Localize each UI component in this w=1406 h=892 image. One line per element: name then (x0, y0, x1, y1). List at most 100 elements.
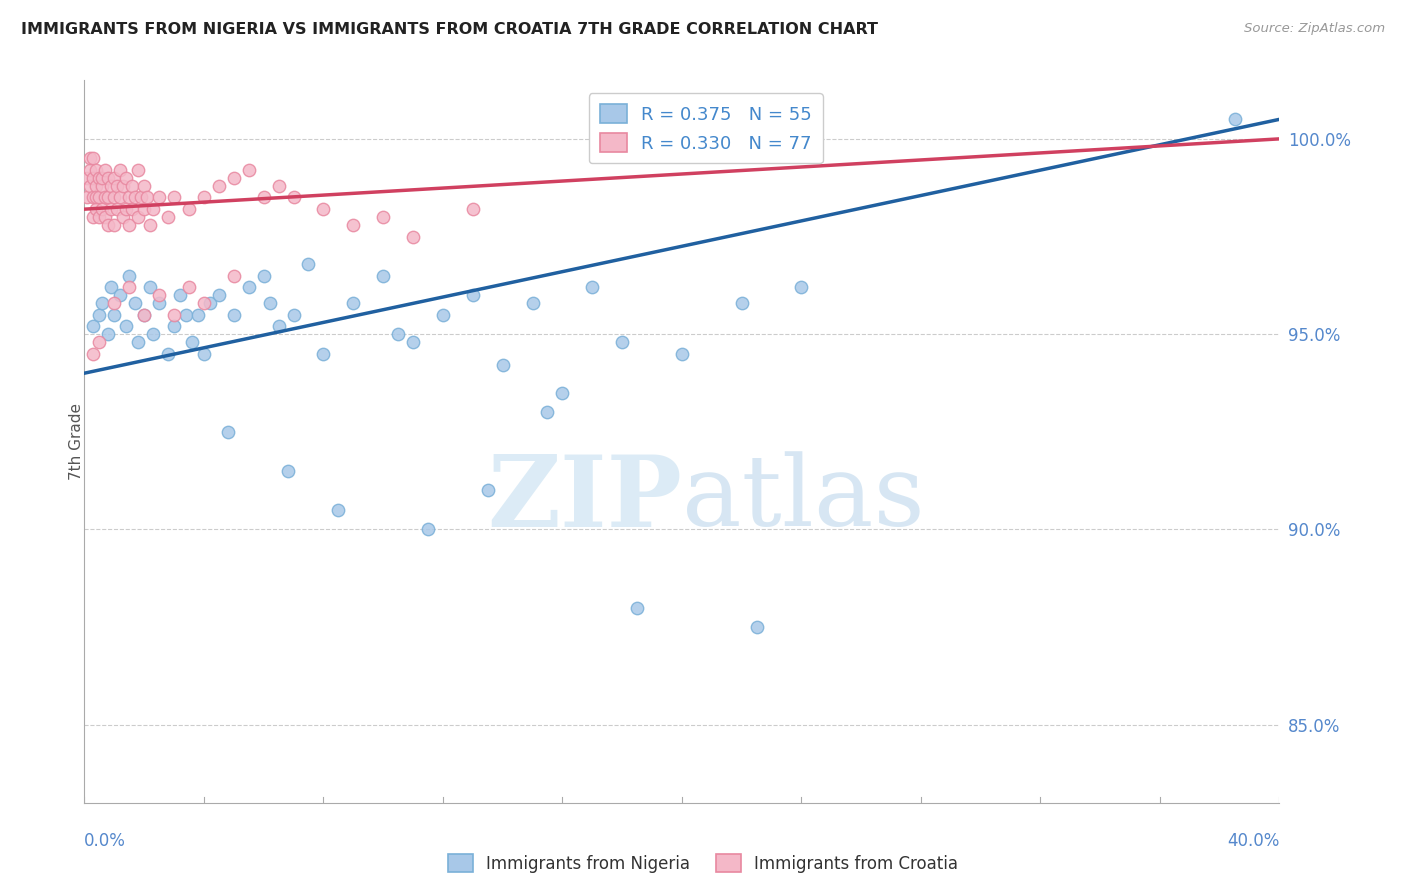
Point (477, 483, 499, 498)
Point (79, 178, 101, 193)
Point (118, 268, 141, 283)
Point (267, 178, 290, 193)
Point (267, 319, 290, 334)
Point (416, 523, 439, 537)
Point (522, 296, 544, 310)
Point (124, 190, 146, 204)
Point (139, 218, 162, 232)
Point (76, 190, 98, 204)
Point (790, 280, 813, 294)
Point (91, 296, 114, 310)
Point (536, 405, 558, 419)
Point (148, 296, 170, 310)
Point (312, 346, 335, 360)
Point (103, 296, 125, 310)
Point (115, 170, 138, 185)
Point (132, 178, 156, 193)
Point (103, 170, 125, 185)
Point (238, 280, 260, 294)
Text: 40.0%: 40.0% (1227, 831, 1279, 850)
Point (626, 600, 648, 615)
Point (97, 218, 120, 232)
Point (373, 210, 395, 224)
Point (103, 190, 125, 204)
Point (89, 334, 111, 349)
Point (208, 288, 231, 302)
Point (157, 210, 180, 224)
Point (82, 170, 104, 185)
Point (222, 308, 245, 322)
Point (110, 190, 132, 204)
Point (402, 334, 425, 349)
Point (91, 170, 114, 185)
Point (342, 296, 364, 310)
Point (112, 210, 135, 224)
Point (127, 210, 149, 224)
Text: atlas: atlas (682, 451, 925, 547)
Point (745, 620, 768, 634)
Point (142, 327, 165, 342)
Point (157, 346, 180, 360)
Text: IMMIGRANTS FROM NIGERIA VS IMMIGRANTS FROM CROATIA 7TH GRADE CORRELATION CHART: IMMIGRANTS FROM NIGERIA VS IMMIGRANTS FR… (21, 22, 879, 37)
Point (110, 288, 132, 302)
Point (193, 296, 215, 310)
Point (328, 503, 350, 517)
Point (1223, 112, 1246, 127)
Point (132, 308, 156, 322)
Point (402, 229, 425, 244)
Point (193, 190, 215, 204)
Point (100, 202, 122, 216)
Point (142, 202, 165, 216)
Point (105, 178, 128, 193)
Point (118, 280, 141, 294)
Point (551, 385, 574, 400)
Point (76, 170, 98, 185)
Point (253, 190, 276, 204)
Point (118, 190, 141, 204)
Point (222, 268, 245, 283)
Point (277, 464, 299, 478)
Point (82, 319, 104, 334)
Point (94, 163, 117, 178)
Point (373, 268, 395, 283)
Point (86, 178, 108, 193)
Text: 0.0%: 0.0% (84, 831, 127, 850)
Legend: Immigrants from Nigeria, Immigrants from Croatia: Immigrants from Nigeria, Immigrants from… (441, 847, 965, 880)
Point (222, 170, 245, 185)
Point (91, 178, 114, 193)
Point (105, 202, 128, 216)
Point (121, 202, 143, 216)
Text: Source: ZipAtlas.com: Source: ZipAtlas.com (1244, 22, 1385, 36)
Point (283, 308, 305, 322)
Point (89, 170, 111, 185)
Point (731, 296, 754, 310)
Point (89, 308, 111, 322)
Point (103, 218, 125, 232)
Point (312, 202, 335, 216)
Point (208, 178, 231, 193)
Point (127, 334, 149, 349)
Point (91, 202, 114, 216)
Point (115, 202, 138, 216)
Point (129, 190, 152, 204)
Point (193, 346, 215, 360)
Point (100, 178, 122, 193)
Point (238, 163, 260, 178)
Point (97, 170, 120, 185)
Point (163, 319, 186, 334)
Point (82, 346, 104, 360)
Point (82, 190, 104, 204)
Point (259, 296, 281, 310)
Point (103, 308, 125, 322)
Point (163, 308, 186, 322)
Point (94, 210, 117, 224)
Point (174, 308, 197, 322)
Point (121, 178, 143, 193)
Point (82, 152, 104, 166)
Point (198, 296, 221, 310)
Point (79, 152, 101, 166)
Point (581, 280, 603, 294)
Point (86, 202, 108, 216)
Point (148, 288, 170, 302)
Point (461, 202, 484, 216)
